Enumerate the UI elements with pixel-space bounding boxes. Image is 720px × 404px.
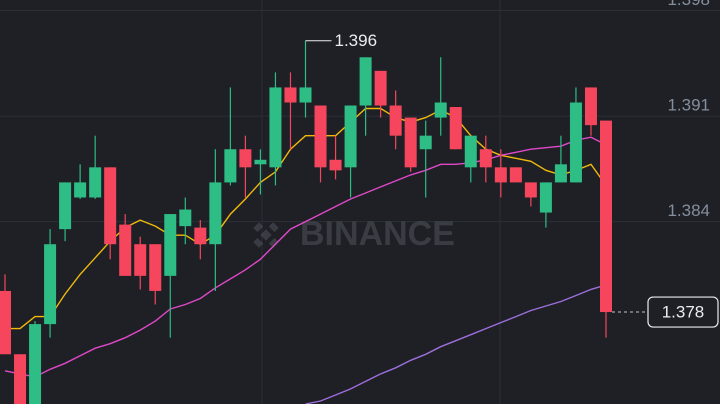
watermark: BINANCE — [253, 215, 455, 253]
moving-averages — [4, 107, 607, 404]
candle-body — [239, 149, 252, 168]
candle-body — [584, 87, 597, 126]
candles — [0, 40, 612, 404]
candle-body — [59, 182, 72, 230]
y-tick-label: 1.391 — [667, 96, 710, 115]
last-price-box — [647, 296, 719, 328]
candle-body — [209, 182, 222, 245]
candle-body — [104, 167, 117, 245]
candle-body — [389, 105, 402, 136]
candle-body — [149, 244, 162, 291]
moving-average-line — [305, 284, 607, 404]
candle-body — [134, 244, 147, 276]
candle-body — [179, 209, 192, 227]
candle-body — [600, 120, 612, 313]
candle-body — [164, 214, 177, 276]
candle-body — [269, 87, 282, 168]
candle-body — [74, 182, 87, 198]
y-tick-label: 1.384 — [667, 201, 710, 220]
candle-body — [314, 105, 327, 168]
watermark-text: BINANCE — [300, 215, 455, 253]
candle-body — [464, 135, 477, 168]
candle-body — [539, 182, 552, 213]
candle-body — [374, 70, 387, 106]
candle-body — [344, 105, 357, 168]
candle-body — [449, 107, 462, 150]
candle-body — [89, 167, 102, 198]
candle-body — [29, 324, 42, 404]
candle-body — [569, 102, 582, 183]
candle-body — [404, 117, 417, 168]
candle-body — [119, 224, 132, 276]
last-price-label: 1.378 — [662, 303, 705, 322]
annotation: 1.396 — [335, 31, 378, 50]
candle-body — [494, 167, 507, 183]
candle-body — [14, 354, 27, 404]
moving-average-line — [4, 136, 607, 378]
candle-body — [419, 135, 432, 150]
labels: 1.398 1.391 1.384 1.396 1.378 — [305, 0, 719, 328]
candle-body — [509, 167, 522, 183]
candle-body — [479, 149, 492, 168]
candle-body — [554, 164, 567, 183]
candle-body — [44, 244, 57, 325]
candle-body — [194, 227, 207, 245]
candle-body — [299, 87, 312, 103]
candle-body — [434, 102, 447, 118]
y-tick-label: 1.398 — [667, 0, 710, 9]
candle-body — [254, 159, 267, 165]
candle-body — [329, 159, 342, 171]
candle-body — [524, 182, 537, 198]
moving-average-line — [5, 107, 607, 330]
candle-body — [284, 87, 297, 103]
candle-body — [359, 57, 372, 106]
candle-body — [0, 290, 11, 355]
candle-body — [224, 149, 237, 183]
